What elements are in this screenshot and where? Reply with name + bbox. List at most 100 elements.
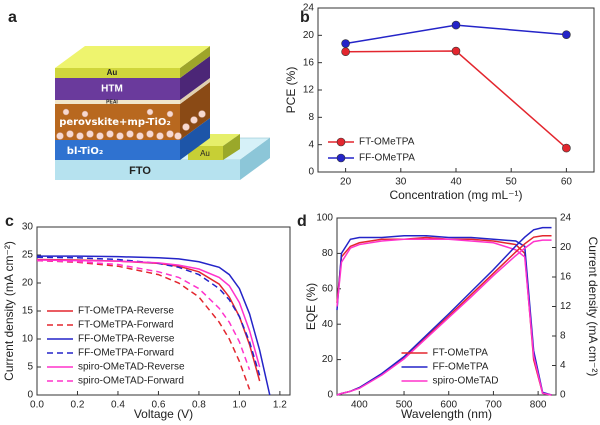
y-axis-label: Current density (mA cm⁻²): [2, 241, 16, 381]
panel-label: d: [297, 213, 307, 230]
au-front: [55, 68, 180, 78]
marker: [341, 47, 350, 57]
chart-panel: c 0.0 0.2 0.4 0.6 0.8 1.0 1.2 0 5 10 15 20 25 30 Voltag…: [2, 213, 291, 421]
device-schematic: a Au HTM PEAI perovskite+mp-TiO₂ bl-TiO₂: [8, 9, 271, 180]
au-contact-front: [188, 146, 223, 160]
x-tick-label: 40: [450, 177, 462, 188]
legend-label: FT-OMeTPA-Reverse: [78, 306, 174, 317]
marker: [451, 46, 461, 56]
fto-front: [55, 160, 240, 180]
legend-label: FF-OMeTPA-Reverse: [78, 334, 175, 345]
layer-label: PEAI: [106, 99, 118, 105]
x-tick-label: 500: [396, 400, 413, 411]
x-axis-label: Concentration (mg mL⁻¹): [389, 188, 522, 202]
layer-label: Au: [107, 68, 118, 77]
y-tick-label: 20: [322, 354, 334, 365]
x-tick-label: 0.0: [30, 400, 44, 411]
y2-tick-label: 16: [560, 272, 572, 283]
series-line: [37, 255, 271, 396]
legend-label: FF-OMeTPA: [433, 362, 489, 373]
legend-label: spiro-OMeTAD-Forward: [78, 376, 184, 387]
htm-front: [55, 78, 180, 100]
chart-panel: d 400 500 600 700 800 0 20 40 60 80 100 0 4 8 12 16 20 24 W…: [297, 213, 600, 422]
layer-label: HTM: [101, 84, 123, 95]
legend-label: spiro-OMeTAD-Reverse: [78, 362, 185, 373]
x-tick-label: 30: [395, 177, 407, 188]
series-line: [36, 259, 261, 368]
x-tick-label: 60: [561, 177, 573, 188]
x-tick-label: 800: [530, 400, 547, 411]
y-tick-label: 8: [308, 112, 314, 123]
legend-marker: [336, 153, 346, 163]
fto-side: [240, 138, 270, 180]
bl-front: [55, 140, 180, 160]
y-axis-label: PCE (%): [284, 67, 298, 114]
x-tick-label: 50: [506, 177, 518, 188]
bl-side: [180, 118, 210, 160]
y2-tick-label: 4: [560, 360, 566, 371]
y2-tick-label: 12: [560, 301, 572, 312]
y-tick-label: 15: [22, 306, 34, 317]
au-contact-side: [223, 134, 240, 160]
x-tick-label: 0.2: [71, 400, 85, 411]
y-tick-label: 0: [327, 390, 333, 401]
marker: [341, 39, 350, 48]
htm-side: [180, 56, 210, 100]
panel-label: b: [300, 9, 310, 26]
y-tick-label: 10: [22, 334, 34, 345]
panel-label: a: [8, 9, 17, 26]
y2-tick-label: 24: [560, 213, 572, 224]
legend-label: FF-OMeTPA-Forward: [78, 348, 174, 359]
y-tick-label: 5: [27, 362, 33, 373]
y2-axis-label: Current density (mA cm⁻²): [586, 237, 600, 377]
series-line: [336, 238, 552, 396]
y-tick-label: 100: [316, 213, 333, 224]
legend-label: FT-OMeTPA: [359, 137, 415, 148]
x-tick-label: 1.2: [273, 400, 287, 411]
y-tick-label: 24: [303, 3, 315, 14]
series-line: [36, 259, 251, 390]
au-side: [180, 46, 210, 78]
layer-label: Au: [200, 149, 210, 158]
layer-label: FTO: [129, 165, 151, 177]
y-tick-label: 20: [303, 30, 315, 41]
x-tick-label: 20: [340, 177, 352, 188]
legend-label: FT-OMeTPA: [433, 348, 489, 359]
series-line: [36, 259, 251, 371]
y-tick-label: 60: [322, 283, 334, 294]
y-tick-label: 4: [308, 139, 314, 150]
x-axis-label: Voltage (V): [134, 407, 193, 421]
y-tick-label: 16: [303, 57, 315, 68]
layer-label: bl-TiO₂: [67, 146, 103, 157]
marker: [562, 30, 571, 39]
y-tick-label: 30: [22, 222, 34, 233]
y-axis-label: EQE (%): [304, 283, 318, 330]
peai-side: [180, 78, 210, 104]
y-tick-label: 0: [27, 390, 33, 401]
peai-front: [55, 100, 180, 104]
layer-label: perovskite+mp-TiO₂: [59, 117, 171, 128]
x-tick-label: 1.0: [232, 400, 246, 411]
x-tick-label: 0.8: [192, 400, 206, 411]
x-tick-label: 0.4: [111, 400, 125, 411]
au-top: [55, 46, 210, 68]
legend-marker: [336, 137, 346, 147]
x-tick-label: 600: [440, 400, 457, 411]
marker: [562, 143, 571, 153]
legend-label: FT-OMeTPA-Forward: [78, 320, 173, 331]
series-line: [36, 256, 261, 376]
panel-label: c: [5, 213, 14, 230]
series-line: [336, 239, 552, 396]
x-tick-label: 0.6: [151, 400, 165, 411]
x-tick-label: 400: [351, 400, 368, 411]
y-tick-label: 40: [322, 319, 334, 330]
x-axis-label: Wavelength (nm): [401, 407, 492, 421]
y2-tick-label: 0: [560, 390, 566, 401]
y2-tick-label: 20: [560, 242, 572, 253]
chart-panel: b 20 30 40 50 60 0 4 8 12 16 20 24 Concentration (mg …: [284, 3, 595, 202]
y2-tick-label: 8: [560, 331, 566, 342]
y-tick-label: 80: [322, 248, 334, 259]
y-tick-label: 12: [303, 85, 315, 96]
y-tick-label: 20: [22, 278, 34, 289]
